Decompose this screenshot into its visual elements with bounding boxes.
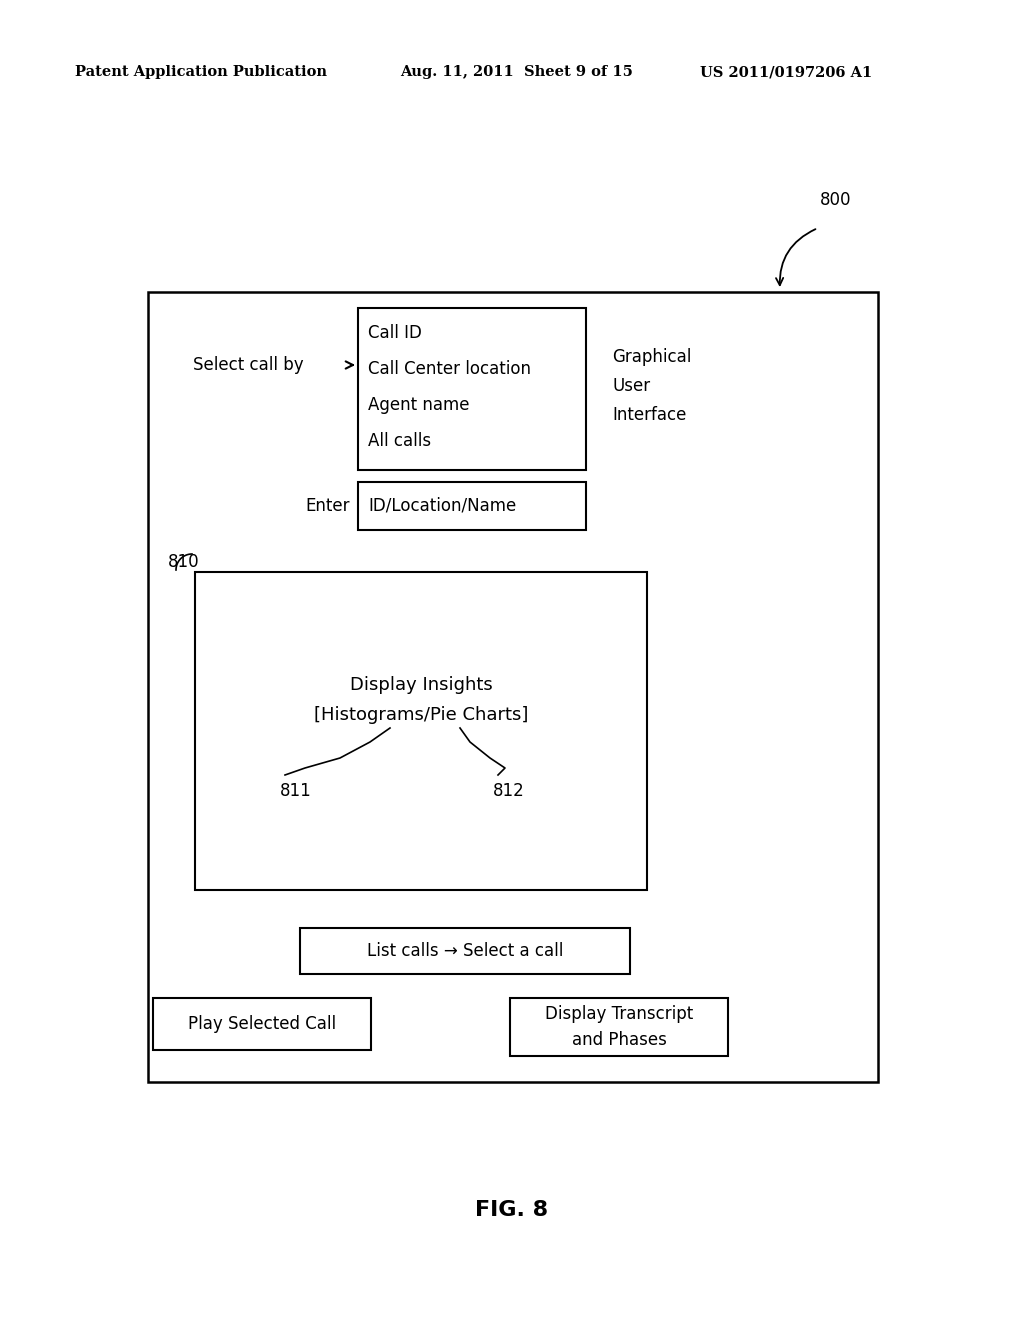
Text: Patent Application Publication: Patent Application Publication xyxy=(75,65,327,79)
Text: US 2011/0197206 A1: US 2011/0197206 A1 xyxy=(700,65,872,79)
Text: FIG. 8: FIG. 8 xyxy=(475,1200,549,1220)
Text: Play Selected Call: Play Selected Call xyxy=(188,1015,336,1034)
Text: Display Transcript
and Phases: Display Transcript and Phases xyxy=(545,1005,693,1049)
Text: 810: 810 xyxy=(168,553,200,572)
Text: 811: 811 xyxy=(280,781,311,800)
FancyArrowPatch shape xyxy=(346,362,353,368)
Text: Graphical
User
Interface: Graphical User Interface xyxy=(612,348,691,425)
Bar xyxy=(195,572,647,890)
Text: All calls: All calls xyxy=(368,432,431,450)
Text: Call Center location: Call Center location xyxy=(368,360,531,378)
Text: Aug. 11, 2011  Sheet 9 of 15: Aug. 11, 2011 Sheet 9 of 15 xyxy=(400,65,633,79)
FancyArrowPatch shape xyxy=(776,230,815,285)
Text: Enter: Enter xyxy=(305,498,350,515)
Text: ID/Location/Name: ID/Location/Name xyxy=(368,498,516,515)
Bar xyxy=(300,928,630,974)
Bar xyxy=(510,998,728,1056)
Text: Agent name: Agent name xyxy=(368,396,469,414)
Text: [Histograms/Pie Charts]: [Histograms/Pie Charts] xyxy=(313,706,528,723)
Text: 800: 800 xyxy=(820,191,852,209)
Bar xyxy=(153,998,371,1049)
Text: 812: 812 xyxy=(493,781,524,800)
Bar xyxy=(148,292,878,1082)
Text: Call ID: Call ID xyxy=(368,323,422,342)
Bar xyxy=(358,482,586,531)
Text: Display Insights: Display Insights xyxy=(349,676,493,694)
Text: List calls → Select a call: List calls → Select a call xyxy=(367,942,563,960)
Text: Select call by: Select call by xyxy=(193,356,304,374)
Bar xyxy=(358,308,586,470)
